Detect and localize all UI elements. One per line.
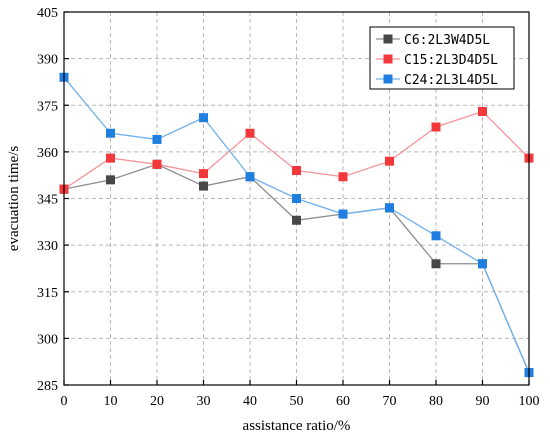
data-point — [106, 153, 115, 163]
legend-label: C6:2L3W4D5L — [404, 33, 490, 48]
data-point — [199, 181, 208, 191]
x-tick-label: 50 — [290, 394, 304, 409]
series-2 — [59, 106, 534, 194]
x-tick-label: 10 — [104, 394, 118, 409]
data-point — [199, 113, 208, 123]
legend-label: C15:2L3D4D5L — [404, 53, 498, 68]
ticks: 0 10 20 30 40 50 60 70 80 90 100 285 300 315 330 345 360… — [37, 6, 540, 409]
legend-item: C15:2L3D4D5L — [376, 53, 498, 68]
data-point — [431, 231, 441, 241]
data-point — [338, 172, 348, 182]
data-point — [245, 172, 255, 182]
data-point — [385, 203, 394, 213]
data-point — [478, 259, 487, 269]
x-tick-label: 80 — [429, 394, 443, 409]
series-line — [63, 110, 530, 190]
y-tick-label: 315 — [37, 286, 58, 301]
y-tick-label: 405 — [37, 6, 58, 21]
y-tick-label: 330 — [37, 239, 58, 254]
legend-label: C24:2L3L4D5L — [404, 73, 498, 88]
data-point — [292, 215, 301, 225]
x-tick-label: 100 — [519, 394, 540, 409]
legend-item: C24:2L3L4D5L — [376, 73, 498, 88]
legend-item: C6:2L3W4D5L — [376, 33, 490, 48]
data-point — [431, 122, 441, 132]
data-point — [292, 194, 301, 203]
data-point — [478, 106, 487, 116]
y-tick-label: 360 — [37, 146, 58, 161]
y-tick-label: 345 — [37, 193, 58, 208]
data-point — [385, 156, 394, 166]
data-point — [152, 159, 162, 169]
data-point — [431, 259, 441, 269]
data-point — [245, 128, 255, 138]
legend-marker — [383, 34, 393, 44]
y-tick-label: 390 — [37, 53, 58, 68]
x-tick-label: 40 — [243, 394, 257, 409]
legend-marker — [383, 54, 393, 64]
x-tick-label: 0 — [61, 394, 68, 409]
y-tick-label: 300 — [37, 332, 58, 347]
x-axis-title: assistance ratio/% — [243, 418, 351, 434]
data-point — [199, 169, 208, 179]
x-tick-label: 90 — [476, 394, 490, 409]
x-tick-label: 20 — [150, 394, 164, 409]
legend: C6:2L3W4D5L C15:2L3D4D5L C24:2L3L4D5L — [369, 26, 515, 90]
data-point — [106, 175, 115, 185]
y-tick-label: 375 — [37, 99, 58, 114]
y-axis-title: evacuation time/s — [6, 146, 22, 252]
data-point — [292, 166, 301, 176]
data-point — [106, 128, 115, 138]
x-tick-label: 60 — [336, 394, 350, 409]
y-tick-label: 285 — [37, 379, 58, 394]
series-3 — [59, 72, 534, 378]
x-tick-label: 30 — [197, 394, 211, 409]
data-point — [338, 209, 348, 219]
legend-marker — [383, 74, 393, 84]
x-tick-label: 70 — [383, 394, 397, 409]
data-point — [152, 134, 162, 144]
